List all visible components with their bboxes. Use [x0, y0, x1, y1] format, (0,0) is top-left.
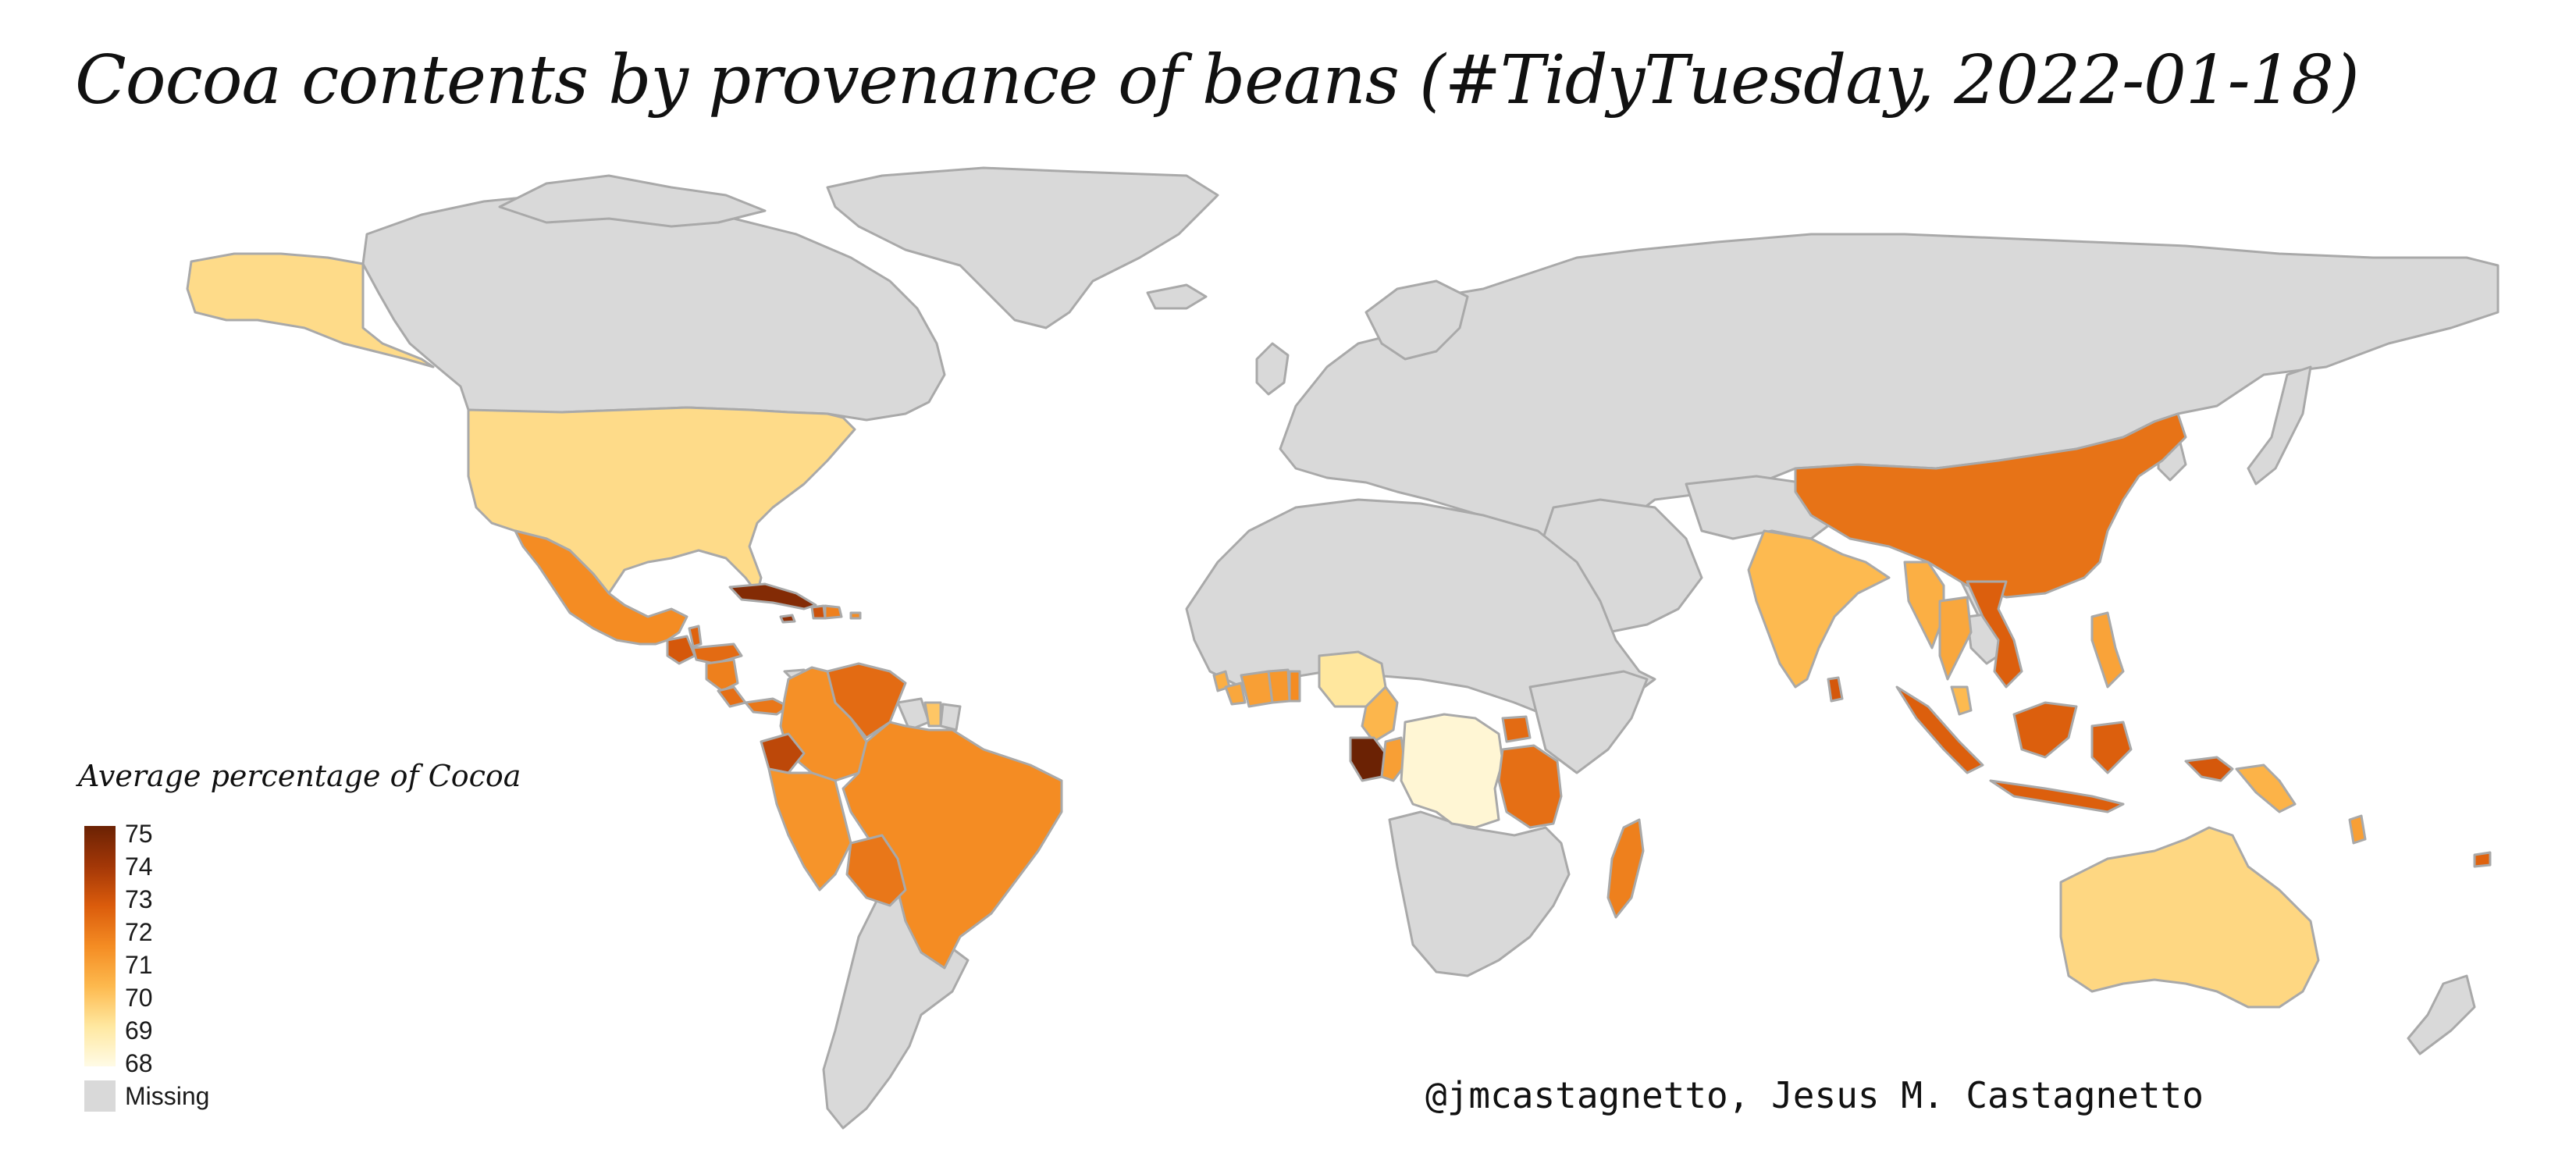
- region-venezuela: [826, 662, 907, 739]
- region-cameroon: [1361, 685, 1399, 743]
- japan: [2247, 365, 2312, 486]
- legend-tick-label: 74: [125, 852, 153, 881]
- data-countries: [186, 252, 2492, 1009]
- missing-land: [361, 166, 2500, 1130]
- legend-tick-label: 71: [125, 951, 153, 979]
- region-suriname: [923, 701, 942, 728]
- region-united-states: [467, 406, 856, 595]
- region-dr-congo: [1400, 713, 1504, 829]
- region-cuba: [728, 582, 817, 610]
- legend-missing-swatch: [84, 1080, 116, 1112]
- region-congo: [1380, 736, 1407, 782]
- region-australia: [2059, 826, 2320, 1009]
- region-ghana: [1267, 668, 1291, 704]
- iceland: [1146, 283, 1208, 310]
- region-uganda: [1501, 715, 1532, 743]
- legend-tick-label: 75: [125, 820, 153, 848]
- region-malaysia: [1950, 685, 1973, 716]
- region-gabon: [1349, 736, 1387, 782]
- region-myanmar: [1903, 561, 1945, 650]
- region-vanuatu: [2348, 814, 2367, 845]
- scandinavia: [1364, 279, 1469, 361]
- greenland: [826, 166, 1219, 329]
- legend-tick-label: 68: [125, 1049, 153, 1077]
- legend-tick-label: 70: [125, 984, 153, 1012]
- region-madagascar: [1606, 818, 1645, 919]
- map-title: Cocoa contents by provenance of beans (#…: [75, 41, 2360, 119]
- southern-africa: [1388, 810, 1571, 977]
- region-costa-rica: [717, 685, 747, 708]
- region-india: [1747, 529, 1891, 689]
- region-bolivia: [845, 834, 907, 907]
- caption: @jmcastagnetto, Jesus M. Castagnetto: [1425, 1074, 2204, 1116]
- region-alaska: [186, 252, 435, 368]
- region-haiti: [810, 604, 827, 620]
- region-liberia: [1224, 682, 1247, 706]
- legend-tick-label: 69: [125, 1016, 153, 1045]
- region-guatemala: [666, 635, 696, 665]
- legend-missing-label: Missing: [125, 1082, 210, 1110]
- region-togo: [1288, 670, 1301, 703]
- region-thailand: [1938, 596, 1973, 681]
- region-tanzania: [1497, 744, 1563, 829]
- region-sri-lanka: [1827, 676, 1844, 703]
- region-jamaica: [779, 614, 796, 624]
- legend-tick-label: 72: [125, 918, 153, 946]
- legend-tick-label: 73: [125, 885, 153, 913]
- horn-of-africa: [1528, 670, 1649, 774]
- region-ecuador: [760, 732, 806, 774]
- region-china: [1794, 412, 2187, 599]
- nz-and-islands: [2407, 974, 2476, 1055]
- french-guiana: [939, 703, 962, 731]
- region-mexico: [514, 529, 688, 646]
- canada: [361, 194, 946, 422]
- region-belize: [688, 625, 703, 648]
- region-indonesia: [1895, 685, 2133, 813]
- region-vietnam: [1966, 580, 2023, 689]
- canadian-arctic-islands: [498, 174, 767, 228]
- region-philippines: [2090, 611, 2125, 689]
- legend-color-bar: [84, 826, 116, 1066]
- region-dominican-republic: [824, 604, 843, 620]
- region-solomon-islands: [2235, 763, 2297, 813]
- legend-title: Average percentage of Cocoa: [78, 759, 521, 793]
- uk: [1255, 342, 1290, 396]
- region-papua-new-guinea: [2184, 756, 2234, 782]
- region-peru: [767, 767, 852, 892]
- region-fiji: [2473, 851, 2492, 868]
- region-puerto-rico: [849, 611, 862, 620]
